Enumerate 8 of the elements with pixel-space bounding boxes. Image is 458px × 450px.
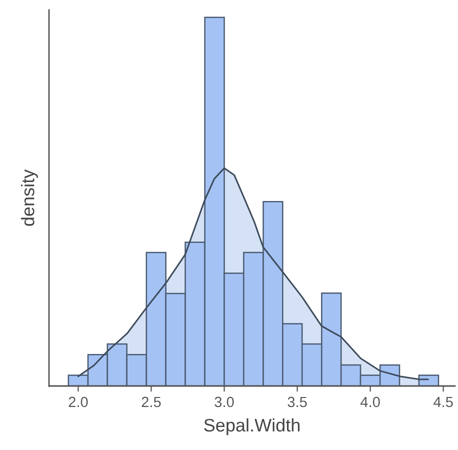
x-tick-label: 3.5 [288,396,307,408]
x-tick-label: 4.5 [434,396,453,408]
x-axis-title: Sepal.Width [204,418,300,436]
x-tick-label: 3.0 [214,396,234,408]
x-tick-label: 2.0 [68,396,88,408]
x-tick-label: 4.0 [360,396,380,408]
y-axis-title: density [21,169,38,226]
x-tick-label: 2.5 [142,396,161,408]
